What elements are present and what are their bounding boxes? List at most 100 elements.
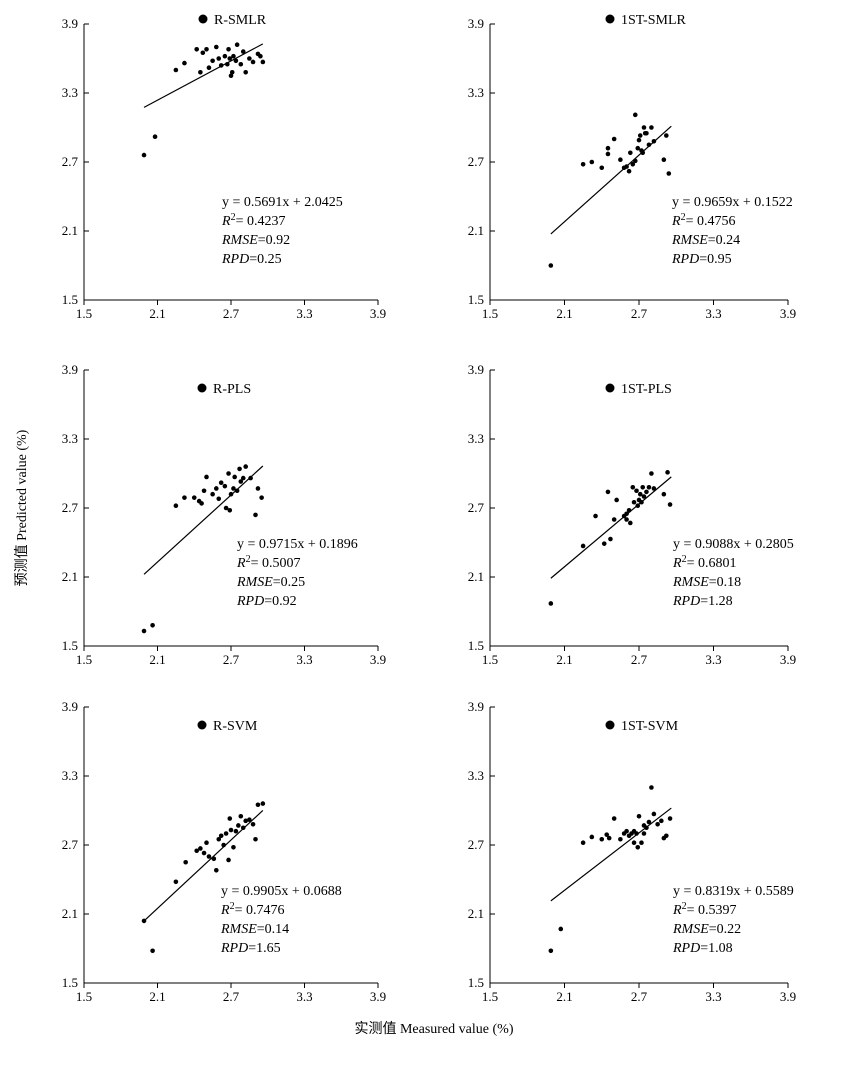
- data-point: [593, 513, 598, 519]
- data-point: [580, 840, 586, 845]
- regression-line: [143, 465, 264, 575]
- x-tick-label: 3.3: [705, 652, 721, 667]
- data-point: [642, 130, 648, 136]
- data-point: [604, 832, 610, 837]
- regression-line: [550, 125, 672, 235]
- data-point: [198, 846, 203, 851]
- data-point: [659, 818, 664, 824]
- x-tick-label: 2.1: [556, 989, 572, 1004]
- rpd-symbol: RPD: [221, 252, 249, 267]
- legend-marker: [605, 14, 615, 24]
- data-point: [204, 47, 209, 52]
- legend-marker: [198, 14, 208, 24]
- data-point: [216, 56, 222, 61]
- data-point: [599, 836, 605, 842]
- y-tick-label: 1.5: [468, 292, 484, 307]
- data-point: [255, 486, 261, 491]
- r-squared-exponent: 2: [230, 901, 235, 912]
- data-point: [182, 60, 187, 66]
- x-tick-label: 3.3: [705, 306, 721, 321]
- data-point: [611, 816, 617, 821]
- scatter-panel: 1.5 2.1 2.7 3.3 3.9 1.5 2.1 2.7 3.3 3.9 R-PLS y = 0…: [62, 362, 386, 667]
- data-point: [222, 53, 228, 59]
- data-point: [211, 856, 217, 862]
- data-point: [216, 496, 222, 502]
- rpd-value: =1.08: [700, 941, 732, 956]
- rpd-value: =1.65: [248, 941, 280, 956]
- data-point: [639, 148, 644, 153]
- rpd-symbol: RPD: [236, 594, 264, 609]
- data-point: [204, 840, 209, 845]
- data-point: [646, 819, 652, 825]
- scatter-panel: 1.5 2.1 2.7 3.3 3.9 1.5 2.1 2.7 3.3 3.9 R-SMLR y = …: [62, 13, 386, 321]
- data-point: [233, 828, 239, 834]
- y-tick-label: 1.5: [468, 975, 484, 990]
- x-tick-label: 1.5: [76, 652, 92, 667]
- y-tick-label: 3.9: [468, 16, 484, 31]
- r-squared-symbol: R: [221, 214, 231, 229]
- r-squared-exponent: 2: [246, 554, 251, 565]
- r-squared-label: R2= 0.5007: [236, 554, 300, 571]
- y-tick-label: 1.5: [62, 975, 78, 990]
- scatter-panel: 1.5 2.1 2.7 3.3 3.9 1.5 2.1 2.7 3.3 3.9 1ST-SVM y =…: [468, 699, 796, 1004]
- data-point: [226, 47, 231, 52]
- data-point: [228, 827, 234, 833]
- data-point: [221, 842, 226, 848]
- y-tick-label: 3.3: [468, 85, 484, 100]
- r-squared-value: = 0.4237: [236, 214, 286, 229]
- data-point: [631, 828, 637, 834]
- data-point: [260, 59, 266, 65]
- x-tick-label: 2.1: [149, 989, 165, 1004]
- data-point: [605, 145, 611, 151]
- data-point: [639, 840, 644, 845]
- y-tick-label: 1.5: [62, 292, 78, 307]
- data-point: [240, 825, 246, 831]
- rpd-value: =1.28: [700, 594, 732, 609]
- x-tick-label: 2.7: [631, 652, 648, 667]
- data-point: [667, 502, 673, 507]
- regression-equation: y = 0.8319x + 0.5589: [673, 884, 794, 899]
- y-tick-label: 3.3: [468, 431, 484, 446]
- data-point: [223, 831, 229, 836]
- r-squared-value: = 0.6801: [687, 556, 737, 571]
- legend-marker: [605, 720, 615, 730]
- x-tick-label: 3.9: [780, 989, 796, 1004]
- r-squared-exponent: 2: [681, 212, 686, 223]
- r-squared-symbol: R: [672, 556, 682, 571]
- rmse-symbol: RMSE: [672, 575, 709, 590]
- data-point: [605, 489, 611, 495]
- data-point: [201, 850, 207, 856]
- data-point: [233, 58, 239, 64]
- y-tick-label: 2.1: [62, 569, 78, 584]
- data-point: [243, 464, 248, 469]
- rpd-label: RPD=0.95: [671, 252, 732, 267]
- r-squared-value: = 0.7476: [235, 903, 285, 918]
- data-point: [214, 868, 219, 873]
- data-point: [231, 845, 236, 850]
- rpd-value: =0.25: [249, 252, 281, 267]
- data-point: [558, 926, 564, 932]
- data-point: [641, 125, 647, 130]
- rpd-label: RPD=1.28: [672, 594, 733, 609]
- x-tick-label: 2.1: [149, 652, 165, 667]
- regression-equation: y = 0.9715x + 0.1896: [237, 537, 358, 552]
- data-point: [634, 488, 639, 494]
- data-point: [635, 503, 641, 509]
- data-point: [199, 501, 204, 506]
- x-tick-label: 3.3: [296, 652, 312, 667]
- x-tick-label: 3.9: [370, 989, 386, 1004]
- data-point: [238, 813, 244, 819]
- y-tick-label: 3.3: [62, 85, 78, 100]
- data-point: [667, 816, 673, 821]
- x-tick-label: 3.3: [296, 306, 312, 321]
- x-tick-label: 1.5: [482, 652, 498, 667]
- x-tick-label: 2.7: [223, 989, 240, 1004]
- y-tick-label: 2.7: [62, 154, 79, 169]
- data-point: [194, 47, 199, 52]
- x-axis-title: 实测值 Measured value (%): [354, 1021, 513, 1037]
- y-tick-label: 2.1: [468, 906, 484, 921]
- data-point: [226, 857, 231, 863]
- r-squared-exponent: 2: [682, 901, 687, 912]
- data-point: [649, 785, 654, 790]
